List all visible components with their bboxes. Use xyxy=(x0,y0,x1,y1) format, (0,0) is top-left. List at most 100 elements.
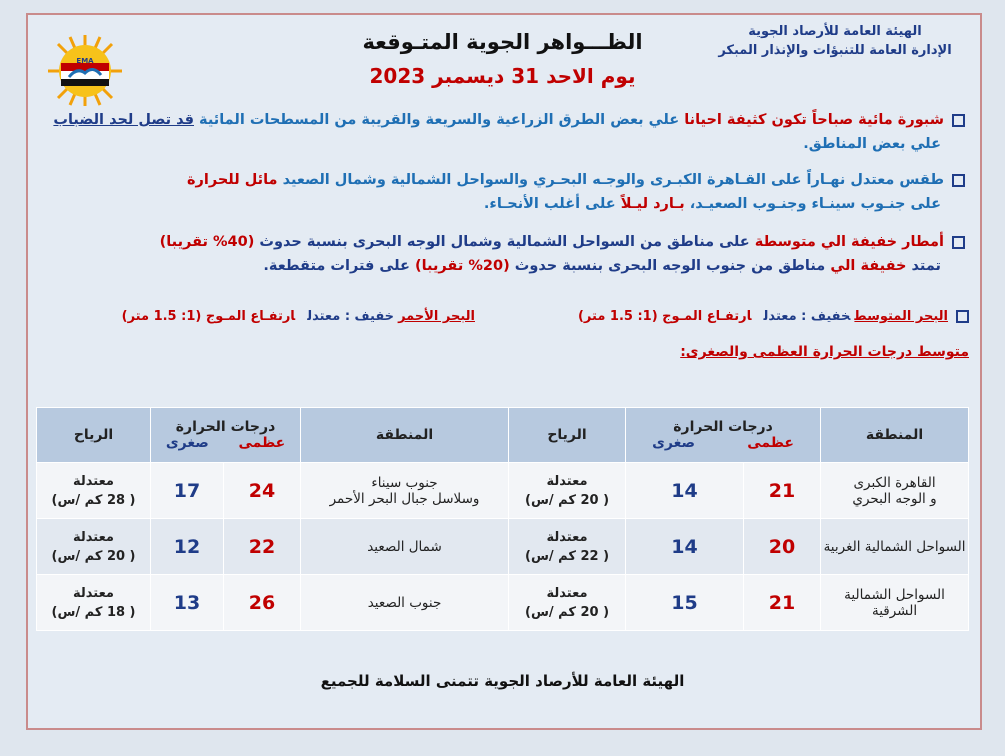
wind-cell: معتدلة ( 20 كم /س) xyxy=(508,574,627,631)
wind-speed: ( 20 كم /س) xyxy=(51,548,136,564)
text-run: بـارد ليـلاً xyxy=(620,196,685,212)
wind-state: معتدلة xyxy=(73,529,114,545)
text-run: قد تصل لحد الضباب xyxy=(53,112,194,128)
wind-cell: معتدلة ( 20 كم /س) xyxy=(508,462,627,519)
checkbox xyxy=(952,173,965,187)
wind-speed: ( 22 كم /س) xyxy=(525,548,610,564)
header-max: عظمى xyxy=(747,435,794,451)
sea-name: البحر الأحمر xyxy=(398,309,475,324)
table-body: القاهرة الكبرى و الوجه البحري 21 14 معتدلة( … xyxy=(36,462,970,631)
text-run: مائل للحرارة xyxy=(186,172,278,188)
min-temp: 14 xyxy=(625,518,745,575)
checkbox xyxy=(952,113,965,127)
checkbox xyxy=(956,310,969,323)
wind-state: معتدلة xyxy=(73,473,114,489)
sea-wave: ارتفـاع المـوج (1: 1.5 متر) xyxy=(577,309,752,324)
wind-speed: ( 20 كم /س) xyxy=(525,604,610,620)
header-sub: عظمى صغرى xyxy=(151,435,300,451)
temps-heading: متوسط درجات الحرارة العظمى والصغرى: xyxy=(680,344,969,360)
bullet-line: على جنـوب سينـاء وجنـوب الصعيـد، بـارد ل… xyxy=(45,192,965,216)
sea-state: خفيف : معتدل xyxy=(307,309,395,324)
region-line: وسلاسل جبال البحر الأحمر xyxy=(329,490,480,507)
bullet-line: أمطار خفيفة الي متوسطة على مناطق من السو… xyxy=(45,230,965,254)
header-wind: الرياح xyxy=(36,407,151,463)
sea-state: خفيف : معتدل xyxy=(763,309,851,324)
region-cell: القاهرة الكبرى و الوجه البحري xyxy=(820,462,970,519)
bullet: طقس معتدل نهـاراً على القـاهرة الكبـرى و… xyxy=(45,168,965,216)
region-cell: جنوب الصعيد xyxy=(300,574,510,631)
text-run: على أغلب الأنحـاء. xyxy=(483,196,621,212)
wind-speed: ( 20 كم /س) xyxy=(525,492,610,508)
region-line: جنوب سيناء xyxy=(371,474,438,491)
text-run: (20% تقريبا) xyxy=(414,258,510,274)
logo: EMA xyxy=(48,35,122,106)
date: يوم الاحد 31 ديسمبر 2023 xyxy=(369,64,636,88)
max-temp: 20 xyxy=(743,518,822,575)
sea: البحر الأحمرخفيف : معتدل ارتفـاع المـوج (… xyxy=(122,309,475,324)
header-row: المنطقة درجات الحرارة عظمى صغرى الرياح المنطق… xyxy=(36,407,970,463)
region-line: شمال الصعيد xyxy=(367,538,442,555)
header-max: عظمى xyxy=(238,435,286,451)
header-temps-label: درجات الحرارة xyxy=(673,419,773,435)
header-wind: الرياح xyxy=(508,407,627,463)
wind-cell: معتدلة ( 22 كم /س) xyxy=(508,518,627,575)
bullet-line: طقس معتدل نهـاراً على القـاهرة الكبـرى و… xyxy=(45,168,965,192)
text-run: علي بعض المناطق. xyxy=(803,136,941,152)
region-line: و الوجه البحري xyxy=(852,490,937,507)
min-temp: 14 xyxy=(625,462,745,519)
text-run: على فترات متقطعة. xyxy=(263,258,415,274)
max-temp: 26 xyxy=(223,574,302,631)
max-temp: 24 xyxy=(223,462,302,519)
min-temp: 15 xyxy=(625,574,745,631)
text-run: علي بعض الطرق الزراعية والسريعة والقريبة… xyxy=(194,112,685,128)
header-region: المنطقة xyxy=(820,407,970,463)
wind-cell: معتدلة ( 18 كم /س) xyxy=(36,574,151,631)
text-run: مناطق من جنوب الوجه البحرى بنسبة حدوث xyxy=(509,258,831,274)
wind-cell: معتدلة ( 28 كم /س) xyxy=(36,462,151,519)
wind-speed: ( 18 كم /س) xyxy=(51,604,136,620)
min-temp: 12 xyxy=(149,518,225,575)
org-line: الإدارة العامة للتنبؤات والإنذار المبكر xyxy=(718,43,952,58)
table-row: السواحل الشمالية الغربية 20 14 معتدلة ( 22 ك… xyxy=(36,518,970,575)
checkbox xyxy=(952,235,965,249)
text-run: تمتد xyxy=(906,258,941,274)
org: الهيئة العامة للأرصاد الجوية الإدارة العا… xyxy=(705,22,965,60)
region-cell: السواحل الشمالية الغربية xyxy=(820,518,970,575)
table-row: القاهرة الكبرى و الوجه البحري 21 14 معتدلة ( … xyxy=(36,462,970,519)
region-line: السواحل الشمالية الشرقية xyxy=(844,586,945,619)
header-temps-label: درجات الحرارة xyxy=(175,419,276,435)
bullet-line: شبورة مائية صباحاً تكون كثيفة احيانا علي… xyxy=(45,108,965,132)
logo-text: EMA xyxy=(76,57,94,65)
header-min: صغرى xyxy=(165,435,209,451)
table-row: السواحل الشمالية الشرقية 21 15 معتدلة ( 20 ك… xyxy=(36,574,970,631)
bullet: شبورة مائية صباحاً تكون كثيفة احيانا علي… xyxy=(45,108,965,156)
min-temp: 13 xyxy=(149,574,225,631)
sea: البحر المتوسطخفيف : معتدل ارتفـاع المـوج … xyxy=(578,309,969,324)
header-min: صغرى xyxy=(652,435,696,451)
wind-cell: معتدلة ( 20 كم /س) xyxy=(36,518,151,575)
footer: الهيئة العامة للأرصاد الجوية تتمنى السلا… xyxy=(320,672,685,690)
max-temp: 21 xyxy=(743,574,822,631)
bullet: أمطار خفيفة الي متوسطة على مناطق من السو… xyxy=(45,230,965,278)
wind-state: معتدلة xyxy=(546,585,588,601)
sea-wave: ارتفـاع المـوج (1: 1.5 متر) xyxy=(121,309,296,324)
wind-state: معتدلة xyxy=(546,473,588,489)
text-run: خفيفة الي xyxy=(830,258,907,274)
title: الظـــواهر الجوية المتـوقعة xyxy=(362,30,643,54)
max-temp: 22 xyxy=(223,518,302,575)
region-line: السواحل الشمالية الغربية xyxy=(823,538,966,555)
text-run: (40% تقريبا) xyxy=(159,234,255,250)
header-sub: عظمى صغرى xyxy=(626,435,820,451)
temps-table: المنطقة درجات الحرارة عظمى صغرى الرياح المنطق… xyxy=(36,407,970,631)
max-temp: 21 xyxy=(743,462,822,519)
region-cell: شمال الصعيد xyxy=(300,518,510,575)
bullet-line: علي بعض المناطق. xyxy=(45,132,965,156)
wind-speed: ( 28 كم /س) xyxy=(51,492,136,508)
sea-name: البحر المتوسط xyxy=(854,309,948,324)
wind-state: معتدلة xyxy=(73,585,114,601)
header-temps: درجات الحرارة عظمى صغرى xyxy=(149,407,302,463)
text-run: طقس معتدل نهـاراً xyxy=(806,172,944,188)
region-line: جنوب الصعيد xyxy=(367,594,442,611)
bullet-line: تمتد خفيفة الي مناطق من جنوب الوجه البحر… xyxy=(45,254,965,278)
